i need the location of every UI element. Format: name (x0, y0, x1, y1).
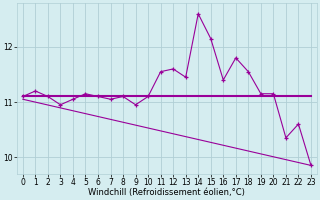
X-axis label: Windchill (Refroidissement éolien,°C): Windchill (Refroidissement éolien,°C) (88, 188, 245, 197)
